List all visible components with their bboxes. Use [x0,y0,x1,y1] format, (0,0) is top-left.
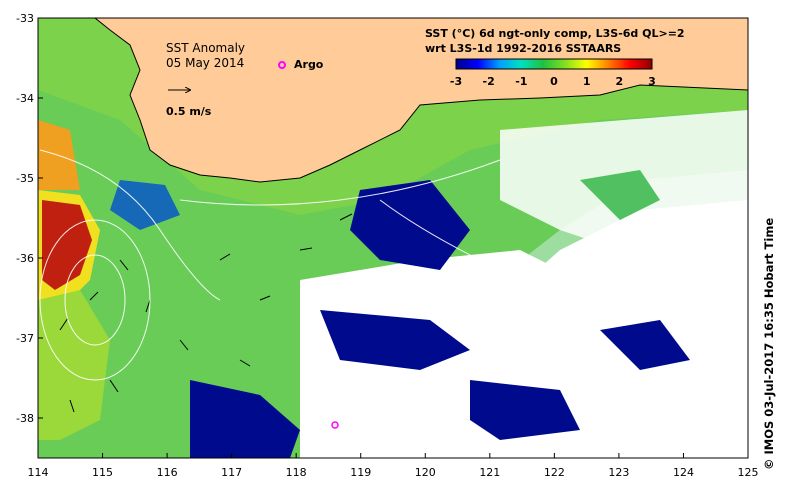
sst-field [38,18,748,458]
x-tick-label: 124 [673,466,694,479]
argo-float-marker [331,421,339,429]
y-tick-label: -35 [16,172,34,185]
colorbar-title-line1: SST (°C) 6d ngt-only comp, L3S-6d QL>=2 [425,27,685,40]
x-tick-label: 115 [92,466,113,479]
y-axis: -33 -34 -35 -36 -37 -38 [16,12,43,425]
x-tick-label: 120 [415,466,436,479]
vector-scale-label: 0.5 m/s [166,105,212,118]
map-title: SST Anomaly [166,41,245,55]
colorbar-ticks: -3 -2 -1 0 1 2 3 [450,75,656,88]
colorbar [455,58,653,70]
no-data-region [300,250,748,458]
current-vectors [59,213,353,413]
current-streamline [179,159,501,206]
colorbar-tick-label: -2 [483,75,495,88]
y-tick-label: -38 [16,412,34,425]
colorbar-tick-label: 2 [616,75,624,88]
x-tick-label: 125 [738,466,759,479]
credit-text: © IMOS 03-Jul-2017 16:35 Hobart Time [762,217,776,470]
sst-anomaly-layer-blue-west [110,180,180,230]
colorbar-tick-label: 0 [550,75,558,88]
x-tick-label: 121 [479,466,500,479]
eddy-streamline [64,254,126,346]
current-vector [145,299,151,313]
sst-anomaly-cold-3 [190,380,300,458]
colorbar-tick-label: -3 [450,75,462,88]
current-vector [109,379,119,393]
current-vector [339,213,353,221]
current-vector [69,399,75,413]
current-vector [299,247,313,251]
current-vector [259,295,271,301]
plot-frame [37,17,749,459]
x-tick-label: 117 [221,466,242,479]
colorbar-tick-label: 1 [583,75,591,88]
x-tick-label: 116 [157,466,178,479]
map-date: 05 May 2014 [166,56,244,70]
y-tick-label: -36 [16,252,34,265]
sst-anomaly-layer-light-green [38,290,110,440]
x-tick-label: 118 [286,466,307,479]
argo-legend-icon [278,61,286,69]
argo-legend-label: Argo [294,58,324,71]
y-tick-label: -33 [16,12,34,25]
current-streamline [379,199,481,261]
y-tick-label: -37 [16,332,34,345]
current-vector [219,253,231,261]
current-vector [179,339,189,351]
current-streamline [39,149,221,301]
colorbar-title-line2: wrt L3S-1d 1992-2016 SSTAARS [425,42,621,55]
x-tick-label: 119 [350,466,371,479]
x-axis: 114 115 116 117 118 119 120 121 122 123 124 125 [28,453,759,479]
current-vector [89,291,99,301]
current-vector [59,317,69,331]
sst-anomaly-cold-1 [350,180,470,270]
sst-anomaly-cold-2 [320,310,470,370]
sst-anomaly-green-patch [580,170,660,220]
eddy-streamline [39,219,151,381]
x-tick-label: 114 [28,466,49,479]
streamlines [39,149,501,381]
x-tick-label: 122 [544,466,565,479]
colorbar-tick-label: -1 [515,75,527,88]
y-tick-label: -34 [16,92,34,105]
x-tick-label: 123 [608,466,629,479]
current-vector [119,259,129,271]
colorbar-tick-label: 3 [648,75,656,88]
current-vector [239,359,251,367]
sst-anomaly-cold-4 [470,380,580,440]
sst-anomaly-cold-5 [600,320,690,370]
